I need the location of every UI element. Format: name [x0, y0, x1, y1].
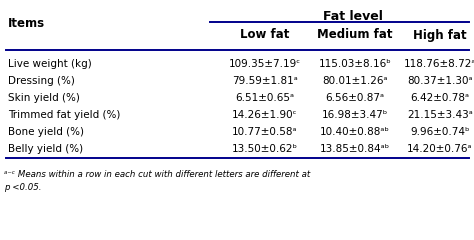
Text: Live weight (kg): Live weight (kg): [8, 59, 92, 69]
Text: Trimmed fat yield (%): Trimmed fat yield (%): [8, 110, 120, 120]
Text: 13.50±0.62ᵇ: 13.50±0.62ᵇ: [232, 144, 298, 154]
Text: 6.56±0.87ᵃ: 6.56±0.87ᵃ: [326, 93, 384, 103]
Text: 16.98±3.47ᵇ: 16.98±3.47ᵇ: [322, 110, 388, 120]
Text: 80.37±1.30ᵃ: 80.37±1.30ᵃ: [407, 76, 473, 86]
Text: Low fat: Low fat: [240, 29, 290, 42]
Text: 79.59±1.81ᵃ: 79.59±1.81ᵃ: [232, 76, 298, 86]
Text: 10.77±0.58ᵃ: 10.77±0.58ᵃ: [232, 127, 298, 137]
Text: 21.15±3.43ᵃ: 21.15±3.43ᵃ: [407, 110, 473, 120]
Text: 10.40±0.88ᵃᵇ: 10.40±0.88ᵃᵇ: [320, 127, 390, 137]
Text: 109.35±7.19ᶜ: 109.35±7.19ᶜ: [229, 59, 301, 69]
Text: Skin yield (%): Skin yield (%): [8, 93, 80, 103]
Text: 80.01±1.26ᵃ: 80.01±1.26ᵃ: [322, 76, 388, 86]
Text: 115.03±8.16ᵇ: 115.03±8.16ᵇ: [319, 59, 392, 69]
Text: Items: Items: [8, 17, 45, 30]
Text: p <0.05.: p <0.05.: [4, 183, 42, 192]
Text: Medium fat: Medium fat: [317, 29, 393, 42]
Text: Belly yield (%): Belly yield (%): [8, 144, 83, 154]
Text: 14.26±1.90ᶜ: 14.26±1.90ᶜ: [232, 110, 298, 120]
Text: 9.96±0.74ᵇ: 9.96±0.74ᵇ: [410, 127, 470, 137]
Text: ᵃ⁻ᶜ Means within a row in each cut with different letters are different at: ᵃ⁻ᶜ Means within a row in each cut with …: [4, 170, 310, 179]
Text: 6.51±0.65ᵃ: 6.51±0.65ᵃ: [236, 93, 294, 103]
Text: High fat: High fat: [413, 29, 467, 42]
Text: 13.85±0.84ᵃᵇ: 13.85±0.84ᵃᵇ: [320, 144, 390, 154]
Text: 6.42±0.78ᵃ: 6.42±0.78ᵃ: [410, 93, 470, 103]
Text: Dressing (%): Dressing (%): [8, 76, 75, 86]
Text: Bone yield (%): Bone yield (%): [8, 127, 84, 137]
Text: 118.76±8.72ᵃ: 118.76±8.72ᵃ: [404, 59, 474, 69]
Text: Fat level: Fat level: [323, 10, 383, 23]
Text: 14.20±0.76ᵃ: 14.20±0.76ᵃ: [407, 144, 473, 154]
